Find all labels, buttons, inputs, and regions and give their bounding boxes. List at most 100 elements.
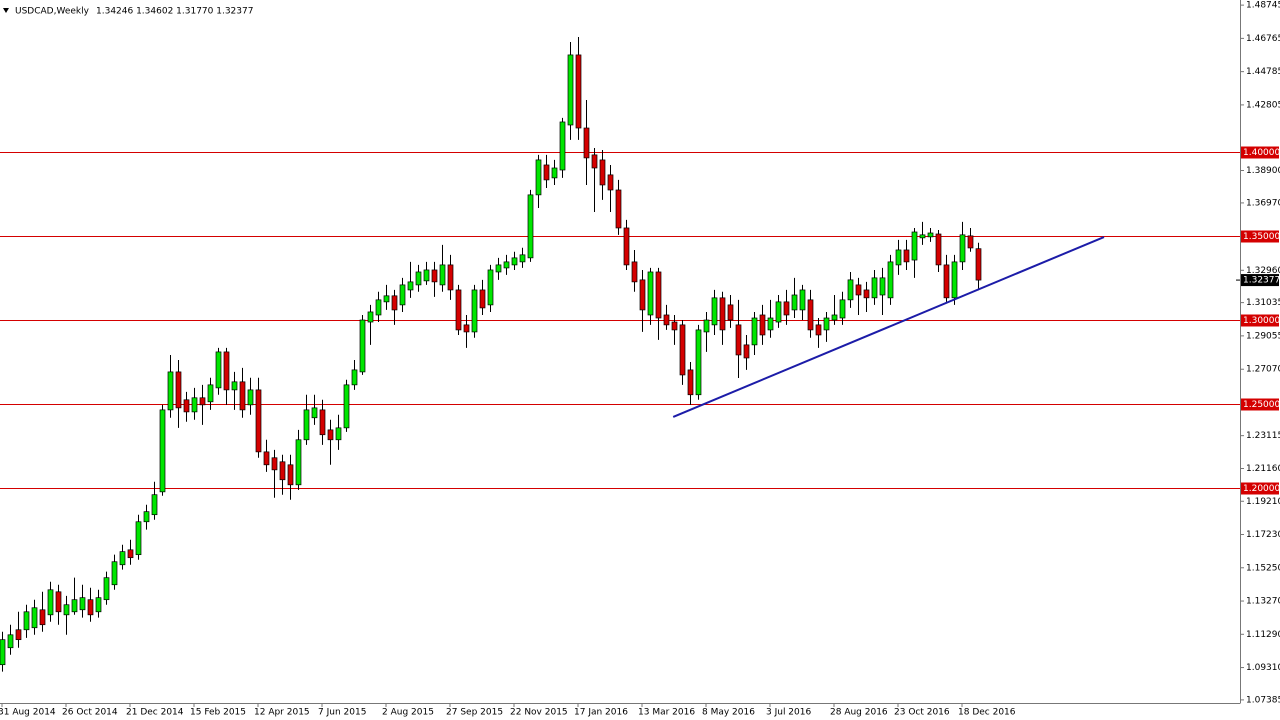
symbol-label: USDCAD,Weekly — [15, 7, 90, 17]
candle-body — [647, 271, 654, 316]
y-tick-label: 1.38900 — [1246, 166, 1280, 176]
candle-body — [279, 461, 286, 481]
candle-body — [559, 121, 566, 171]
candle-body — [127, 549, 134, 559]
candle-body — [31, 607, 38, 629]
candle-body — [71, 599, 78, 613]
candle-body — [911, 231, 918, 261]
candle-body — [727, 304, 734, 321]
y-tick-label: 1.21160 — [1246, 464, 1280, 474]
candle-body — [951, 261, 958, 299]
candle-body — [735, 324, 742, 356]
candle-body — [135, 521, 142, 556]
candle-body — [759, 314, 766, 336]
x-tick-label: 22 Nov 2015 — [510, 708, 568, 718]
x-tick-label: 8 May 2016 — [702, 708, 755, 718]
level-label-box — [1241, 230, 1279, 243]
candle-body — [335, 427, 342, 441]
candle-body — [447, 264, 454, 291]
header-toggle[interactable] — [3, 8, 9, 13]
candle-body — [455, 289, 462, 331]
candle-body — [7, 634, 14, 649]
x-tick-label: 17 Jan 2016 — [574, 708, 628, 718]
last-price-label: 1.32377 — [1243, 276, 1280, 286]
candle-body — [855, 284, 862, 296]
candle-body — [495, 264, 502, 273]
candle-body — [239, 381, 246, 411]
candle-body — [95, 597, 102, 613]
ohlc-label: 1.34246 1.34602 1.31770 1.32377 — [96, 7, 253, 17]
x-tick-label: 12 Apr 2015 — [254, 708, 310, 718]
candle-body — [783, 301, 790, 316]
x-tick-label: 18 Dec 2016 — [958, 708, 1016, 718]
candle-body — [415, 271, 422, 286]
candle-body — [695, 329, 702, 396]
candle-body — [839, 299, 846, 319]
candle-body — [175, 371, 182, 409]
candle-body — [391, 295, 398, 311]
candle-body — [183, 399, 190, 413]
candle-body — [903, 249, 910, 263]
candle-body — [87, 599, 94, 616]
candle-body — [247, 389, 254, 406]
candle-body — [271, 457, 278, 471]
candle-body — [607, 174, 614, 191]
candle-body — [623, 227, 630, 266]
level-label-box — [1241, 398, 1279, 411]
candle-body — [231, 381, 238, 391]
y-tick-label: 1.36970 — [1246, 198, 1280, 208]
candle-body — [159, 409, 166, 493]
candle-body — [615, 189, 622, 229]
x-tick-label: 2 Aug 2015 — [382, 708, 434, 718]
candle-body — [111, 561, 118, 586]
candle-body — [767, 317, 774, 331]
candle-body — [927, 232, 934, 238]
candle-body — [359, 319, 366, 373]
candle-body — [671, 321, 678, 331]
candle-body — [655, 271, 662, 319]
candle-body — [799, 289, 806, 311]
candle-body — [583, 127, 590, 159]
candle-body — [151, 494, 158, 516]
candle-body — [39, 609, 46, 626]
candle-body — [591, 154, 598, 169]
candle-body — [327, 429, 334, 441]
candle-body — [207, 384, 214, 403]
x-tick-label: 27 Sep 2015 — [446, 708, 503, 718]
candle-body — [639, 279, 646, 311]
y-tick-label: 1.32960 — [1246, 266, 1280, 276]
candle-body — [431, 269, 438, 283]
x-tick-label: 26 Oct 2014 — [62, 708, 118, 718]
x-tick-label: 3 Jul 2016 — [766, 708, 811, 718]
candle-body — [935, 233, 942, 266]
candle-body — [167, 371, 174, 411]
x-tick-label: 21 Dec 2014 — [126, 708, 184, 718]
candle-body — [63, 604, 70, 616]
level-label-box — [1241, 482, 1279, 495]
candle-body — [383, 295, 390, 303]
candle-body — [191, 397, 198, 413]
candle-body — [55, 591, 62, 613]
candle-body — [439, 264, 446, 286]
candle-body — [775, 301, 782, 323]
candle-body — [823, 317, 830, 331]
candle-body — [743, 344, 750, 359]
candle-body — [503, 261, 510, 269]
candle-body — [487, 269, 494, 306]
candle-body — [471, 289, 478, 333]
y-tick-label: 1.09310 — [1246, 663, 1280, 673]
x-tick-label: 7 Jun 2015 — [318, 708, 366, 718]
candle-body — [103, 577, 110, 601]
candle-body — [863, 289, 870, 299]
candle-body — [311, 407, 318, 419]
candle-body — [15, 629, 22, 641]
candle-body — [815, 324, 822, 336]
candle-body — [831, 314, 838, 321]
candle-body — [543, 164, 550, 181]
level-label: 1.20000 — [1243, 484, 1280, 494]
candle-body — [967, 235, 974, 249]
candle-body — [551, 167, 558, 179]
candle-body — [959, 234, 966, 263]
y-tick-label: 1.27070 — [1246, 365, 1280, 375]
